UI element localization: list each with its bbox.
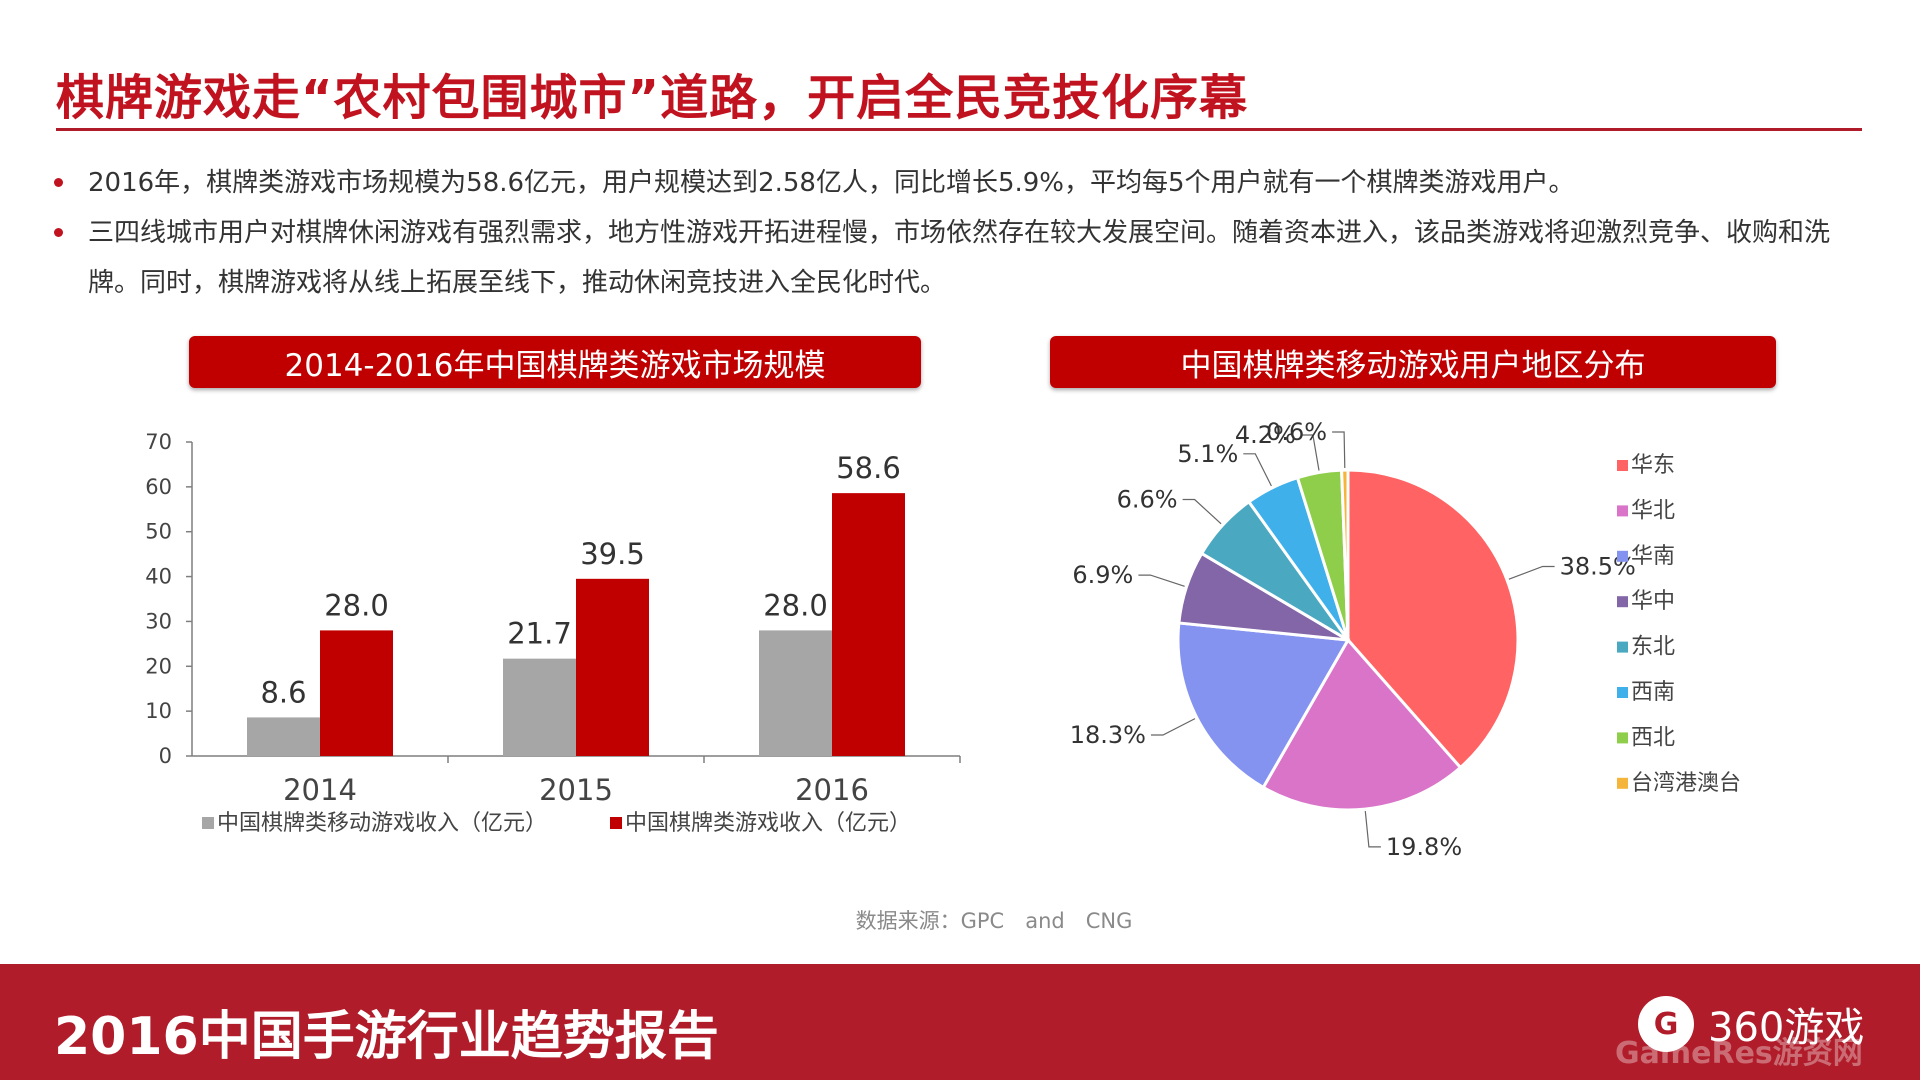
- legend-swatch: [202, 817, 214, 829]
- bar-data-label: 58.6: [836, 451, 901, 485]
- legend-label: 华南: [1631, 544, 1675, 569]
- bar-data-label: 21.7: [507, 617, 572, 651]
- leader-line: [1332, 431, 1346, 469]
- watermark: GameRes游资网: [1615, 1036, 1863, 1071]
- y-tick-label: 0: [159, 744, 172, 768]
- footer-bar: 2016中国手游行业趋势报告 G 360游戏: [0, 964, 1920, 1080]
- x-tick-label: 2014: [283, 773, 357, 807]
- x-tick-label: 2016: [795, 773, 869, 807]
- x-tick-label: 2015: [539, 773, 613, 807]
- y-tick-label: 60: [145, 475, 172, 499]
- page-title: 棋牌游戏走“农村包围城市”道路，开启全民竞技化序幕: [56, 70, 1249, 126]
- bar: [576, 578, 649, 756]
- leader-line: [1138, 574, 1185, 587]
- pie-data-label: 6.9%: [1072, 561, 1133, 589]
- bar-data-label: 28.0: [763, 588, 828, 622]
- y-tick-label: 20: [145, 654, 172, 678]
- bar-data-label: 8.6: [260, 675, 306, 709]
- legend-label: 中国棋牌类游戏收入（亿元）: [625, 811, 911, 836]
- pie-slice: [1340, 468, 1350, 641]
- legend-swatch: [1617, 550, 1628, 562]
- pie-data-label: 6.6%: [1117, 486, 1178, 514]
- bar-chart: 0 10 20 30 40 50 60 70 8.6 28.0 2014 21.7 39.5 2015 28…: [145, 430, 961, 836]
- data-source: 数据来源：GPC and CNG: [855, 909, 1133, 933]
- brand-logo-icon: G: [1638, 996, 1694, 1052]
- legend-swatch: [1617, 777, 1628, 789]
- y-tick-label: 30: [145, 609, 172, 633]
- legend-swatch: [1617, 460, 1628, 471]
- y-tick-label: 70: [145, 430, 172, 454]
- legend-label: 中国棋牌类移动游戏收入（亿元）: [217, 811, 547, 836]
- legend-label: 西北: [1631, 725, 1675, 750]
- bar: [503, 658, 576, 756]
- leader-line: [1182, 498, 1222, 525]
- pie-slice: [1176, 621, 1351, 790]
- y-tick-label: 40: [145, 565, 172, 589]
- legend-swatch: [1617, 641, 1628, 653]
- legend-swatch: [1617, 732, 1628, 744]
- pie-data-label: 19.8%: [1386, 833, 1462, 860]
- brand-logo-text: 360游戏: [1708, 1005, 1865, 1051]
- pie-chart-title: 中国棋牌类移动游戏用户地区分布: [1050, 336, 1776, 388]
- bar: [247, 717, 320, 756]
- pie-slice: [1346, 468, 1520, 770]
- pie-data-label: 0.6%: [1266, 420, 1327, 446]
- pie-data-label: 4.2%: [1235, 421, 1296, 449]
- bullet-dot-icon: [54, 228, 63, 237]
- bullet-text: 2016年，棋牌类游戏市场规模为58.6亿元，用户规模达到2.58亿人，同比增长…: [88, 168, 1575, 198]
- leader-line: [1508, 565, 1555, 580]
- y-tick-label: 50: [145, 520, 172, 544]
- legend-label: 西南: [1631, 680, 1675, 705]
- bar-data-label: 28.0: [324, 588, 389, 622]
- bullet-list: 2016年，棋牌类游戏市场规模为58.6亿元，用户规模达到2.58亿人，同比增长…: [50, 158, 1880, 308]
- pie-data-label: 18.3%: [1070, 721, 1146, 749]
- legend-swatch: [1617, 596, 1628, 608]
- bar-chart-title: 2014-2016年中国棋牌类游戏市场规模: [189, 336, 921, 388]
- legend-label: 华东: [1631, 453, 1675, 478]
- leader-line: [1243, 453, 1272, 487]
- leader-line: [1364, 811, 1381, 848]
- legend-swatch: [1617, 687, 1628, 698]
- pie-chart: 38.5%19.8%18.3%6.9%6.6%5.1%4.2%0.6%华东华北华…: [1070, 420, 1741, 860]
- y-tick-label: 10: [145, 699, 172, 723]
- brand-logo: G 360游戏: [1638, 994, 1864, 1054]
- bar: [320, 630, 393, 756]
- bar: [832, 493, 905, 756]
- legend-swatch: [610, 817, 622, 829]
- title-divider: [56, 128, 1862, 131]
- bullet-item: 三四线城市用户对棋牌休闲游戏有强烈需求，地方性游戏开拓进程慢，市场依然存在较大发…: [50, 208, 1880, 308]
- leader-line: [1151, 718, 1196, 736]
- legend-swatch: [1617, 505, 1628, 517]
- legend-label: 华北: [1631, 498, 1675, 523]
- footer-title: 2016中国手游行业趋势报告: [54, 1007, 719, 1067]
- pie-data-label: 5.1%: [1177, 440, 1238, 468]
- bullet-dot-icon: [54, 178, 63, 187]
- legend-label: 东北: [1631, 635, 1675, 660]
- legend-label: 台湾港澳台: [1631, 771, 1741, 796]
- bar: [759, 630, 832, 756]
- pie-slice: [1261, 637, 1463, 812]
- leader-line: [1300, 434, 1320, 471]
- bullet-item: 2016年，棋牌类游戏市场规模为58.6亿元，用户规模达到2.58亿人，同比增长…: [50, 158, 1880, 208]
- bar-data-label: 39.5: [580, 537, 645, 571]
- legend-label: 华中: [1631, 589, 1675, 614]
- bullet-text: 三四线城市用户对棋牌休闲游戏有强烈需求，地方性游戏开拓进程慢，市场依然存在较大发…: [88, 218, 1831, 298]
